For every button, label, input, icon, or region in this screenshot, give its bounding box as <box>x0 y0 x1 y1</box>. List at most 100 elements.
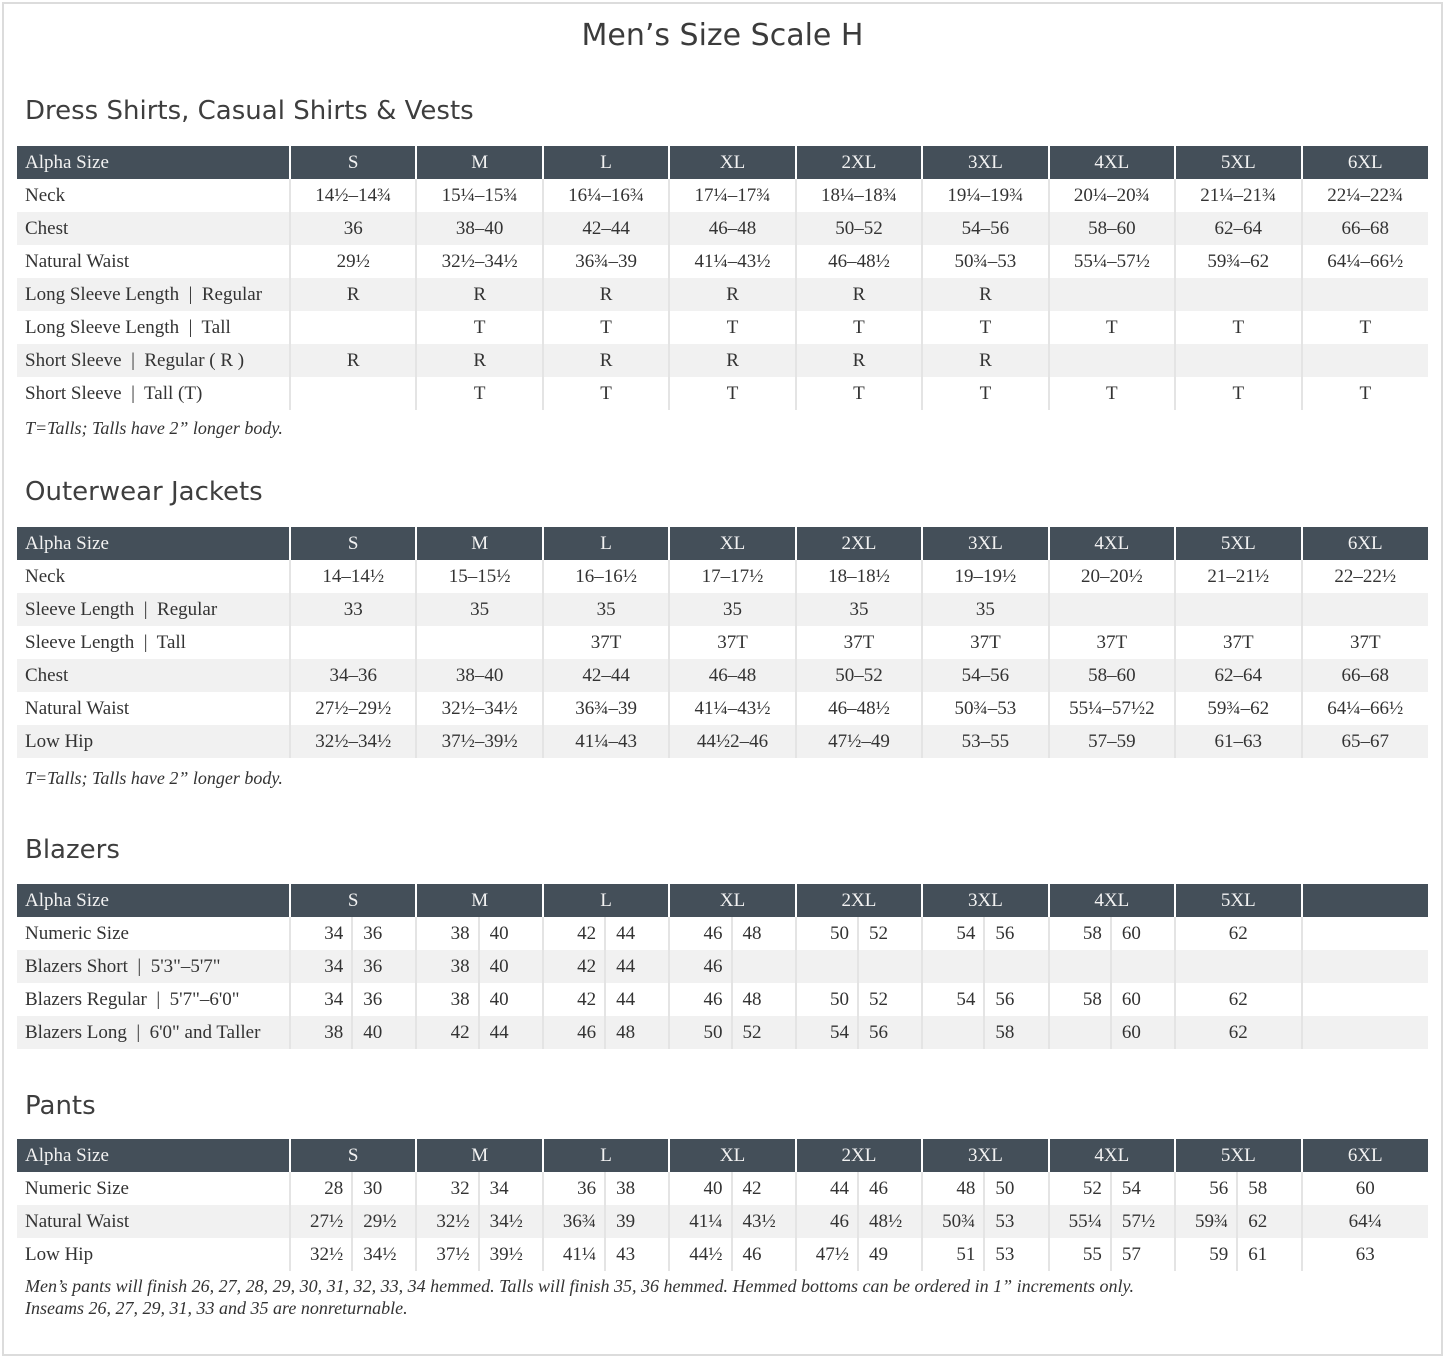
table-cell: 47½–49 <box>794 725 923 758</box>
table-cell: 34 36 <box>288 950 417 983</box>
table-cell: 17¼–17¾ <box>668 179 796 212</box>
row-label: Numeric Size <box>25 1177 129 1199</box>
row-label: Low Hip <box>25 1243 94 1265</box>
table-cell: 29½ <box>288 245 417 278</box>
table-subcell: 49 <box>868 1243 888 1265</box>
table-subcell: 41¼ <box>544 1238 607 1271</box>
table-cell: 38–40 <box>415 212 543 245</box>
table-cell <box>794 950 923 983</box>
table-cell: 36 38 <box>541 1172 670 1205</box>
row-label: Numeric Size <box>25 922 129 944</box>
table-subcell: 52 <box>1050 1172 1112 1205</box>
header-row: Alpha Size S M L XL 2XL 3XL 4XL 5XL 6XL <box>17 146 1428 179</box>
table-subcell: 28 <box>291 1172 354 1205</box>
column-header-2xl: 2XL <box>794 1139 923 1172</box>
table-cell: R <box>541 344 670 377</box>
table-cell <box>1300 1016 1428 1049</box>
row-label: Natural Waist <box>25 697 130 719</box>
table-cell: 22¼–22¾ <box>1300 179 1428 212</box>
table-row-sleeve-length-regular: Sleeve Length | Regular 33 35 35 35 35 35 <box>17 593 1428 626</box>
table-row-natural-waist: Natural Waist 27½ 29½ 32½ 34½ 36¾ 39 41¼ 43½ 46 48… <box>17 1205 1428 1238</box>
column-header-m: M <box>415 527 543 560</box>
table-cell: 58 60 <box>1047 917 1176 950</box>
table-cell: 46 48 <box>541 1016 670 1049</box>
table-row-neck: Neck 14–14½ 15–15½ 16–16½ 17–17½ 18–18½ 19–19½… <box>17 560 1428 593</box>
table-subcell: 50 <box>670 1016 733 1049</box>
table-cell: 35 <box>794 593 923 626</box>
table-cell: 50–52 <box>794 212 923 245</box>
table-subcell: 34 <box>291 950 354 983</box>
table-cell: T <box>1174 377 1302 410</box>
table-row-blazers-short-5-3-5-7: Blazers Short | 5'3"–5'7" 34 36 38 40 42 44 46 <box>17 950 1428 983</box>
table-subcell: 58 <box>995 1021 1015 1043</box>
table-subcell: 53 <box>995 1243 1015 1265</box>
table-cell: T <box>921 377 1049 410</box>
table-subcell: 44½ <box>670 1238 733 1271</box>
row-label: Natural Waist <box>17 1205 290 1238</box>
table-subcell: 59¾ <box>1176 1205 1239 1238</box>
table-subcell: 46 <box>742 1243 762 1265</box>
table-cell: 37T <box>921 626 1049 659</box>
table-cell: 46–48 <box>668 212 796 245</box>
table-cell: 34 36 <box>288 983 417 1016</box>
column-header-m: M <box>415 146 543 179</box>
table-subcell: 32½ <box>291 1238 354 1271</box>
table-cell: 20–20½ <box>1047 560 1176 593</box>
column-header-5xl: 5XL <box>1174 146 1302 179</box>
table-cell: R <box>921 344 1049 377</box>
column-header-6xl: 6XL <box>1300 527 1428 560</box>
column-header-5xl: 5XL <box>1174 884 1302 917</box>
table-cell <box>921 950 1049 983</box>
table-subcell: 41¼ <box>670 1205 733 1238</box>
column-header-xl: XL <box>668 884 796 917</box>
table-cell: 62 <box>1174 917 1302 950</box>
table-cell <box>288 377 417 410</box>
table-cell: 65–67 <box>1300 725 1428 758</box>
table-subcell: 53 <box>995 1210 1015 1232</box>
table-cell: T <box>1300 311 1428 344</box>
row-label: Neck <box>25 184 66 206</box>
table-cell: T <box>1300 377 1428 410</box>
table-cell <box>1047 950 1176 983</box>
table-cell: 46 48½ <box>794 1205 923 1238</box>
table-subcell: 55¼ <box>1050 1205 1112 1238</box>
table-cell <box>288 626 417 659</box>
table-cell: 58 60 <box>1047 983 1176 1016</box>
table-cell: T <box>794 377 923 410</box>
table-cell: 37T <box>668 626 796 659</box>
section-heading-pants: Pants <box>25 1091 96 1121</box>
table-cell: 63 <box>1300 1238 1428 1271</box>
table-cell: 64¼ <box>1300 1205 1428 1238</box>
column-header-xl: XL <box>668 146 796 179</box>
table-cell: 62–64 <box>1174 212 1302 245</box>
table-subcell: 38 <box>417 917 480 950</box>
table-cell: 60 <box>1047 1016 1176 1049</box>
table-cell: 59 61 <box>1174 1238 1302 1271</box>
row-label: Chest <box>17 659 290 692</box>
table-cell: 28 30 <box>288 1172 417 1205</box>
table-subcell: 56 <box>868 1021 888 1043</box>
table-subcell: 61 <box>1248 1243 1268 1265</box>
table-subcell: 32½ <box>417 1205 480 1238</box>
table-subcell: 50 <box>797 983 859 1016</box>
table-cell: R <box>415 344 543 377</box>
table-cell: 16¼–16¾ <box>541 179 670 212</box>
column-header-s: S <box>288 527 417 560</box>
table-cell: 37T <box>541 626 670 659</box>
table-cell: 53–55 <box>921 725 1049 758</box>
table-cell <box>1047 344 1176 377</box>
table-cell: 59¾–62 <box>1174 692 1302 725</box>
table-cell <box>1047 278 1176 311</box>
row-label: Short Sleeve | Tall (T) <box>25 382 203 404</box>
table-subcell: 54 <box>923 983 986 1016</box>
row-label: Blazers Long | 6'0" and Taller <box>17 1016 290 1049</box>
table-cell: 35 <box>668 593 796 626</box>
size-table-blazers: Alpha Size S M L XL 2XL 3XL 4XL 5XL Numeric Size 3… <box>17 884 1428 1049</box>
table-cell: 50–52 <box>794 659 923 692</box>
table-cell: 48 50 <box>921 1172 1049 1205</box>
table-cell <box>1174 278 1302 311</box>
table-cell: 32½–34½ <box>415 245 543 278</box>
table-cell: R <box>668 278 796 311</box>
table-subcell: 40 <box>489 955 509 977</box>
